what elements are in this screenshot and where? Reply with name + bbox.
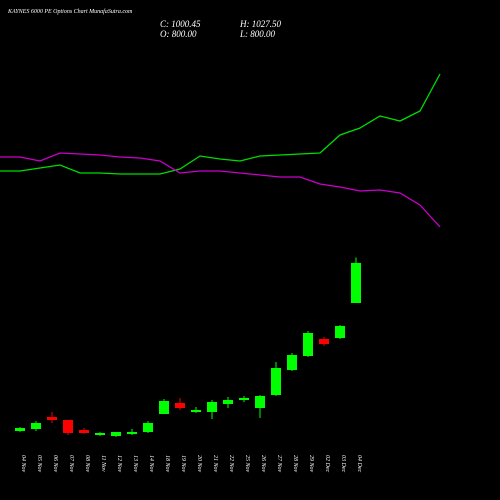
candle-body [207,402,217,412]
candle-body [127,432,137,434]
candle-body [79,430,89,433]
ohlc-label: L: 800.00 [239,29,276,39]
candle-body [319,339,329,344]
x-tick-label: 05 Nov [36,455,42,473]
candle-body [239,398,249,400]
candle-body [255,396,265,408]
x-tick-label: 08 Nov [84,455,90,473]
x-tick-label: 02 Dec [324,455,330,472]
x-tick-label: 04 Nov [20,455,27,473]
candle-body [335,326,345,338]
x-tick-label: 14 Nov [148,455,155,473]
x-tick-label: 27 Nov [276,455,282,473]
candle-body [15,428,25,431]
candle-body [143,423,153,432]
indicator-line [0,73,441,175]
x-tick-label: 12 Nov [116,455,122,473]
x-tick-label: 22 Nov [228,455,234,473]
x-tick-label: 03 Dec [340,455,346,472]
candle-body [63,420,73,433]
candle-body [303,333,313,356]
chart-title: KAYNES 6000 PE Options Chart MunafaSutra… [7,8,133,15]
candle-body [223,400,233,404]
candle-body [95,433,105,435]
x-tick-label: 04 Dec [356,455,363,472]
ohlc-label: C: 1000.45 [160,19,201,29]
x-tick-label: 28 Nov [292,455,298,473]
candle-body [191,410,201,412]
ohlc-label: H: 1027.50 [239,19,281,29]
x-tick-label: 21 Nov [212,455,218,473]
candle-body [287,355,297,370]
candle-body [351,262,361,303]
x-tick-label: 25 Nov [244,455,250,473]
x-tick-label: 18 Nov [164,455,170,473]
candle-body [47,417,57,420]
x-tick-label: 13 Nov [132,455,138,473]
candle-body [31,423,41,429]
x-tick-label: 29 Nov [308,455,314,473]
candle-body [111,432,121,436]
x-tick-label: 19 Nov [180,455,186,473]
x-tick-label: 11 Nov [100,455,106,472]
x-tick-label: 26 Nov [260,455,266,473]
x-tick-label: 20 Nov [196,455,202,473]
candle-body [175,403,185,408]
indicator-line [0,152,441,228]
x-tick-label: 06 Nov [52,455,58,473]
candle-body [271,368,281,395]
candle-body [159,401,169,414]
x-tick-label: 07 Nov [68,455,74,473]
ohlc-label: O: 800.00 [160,29,197,39]
